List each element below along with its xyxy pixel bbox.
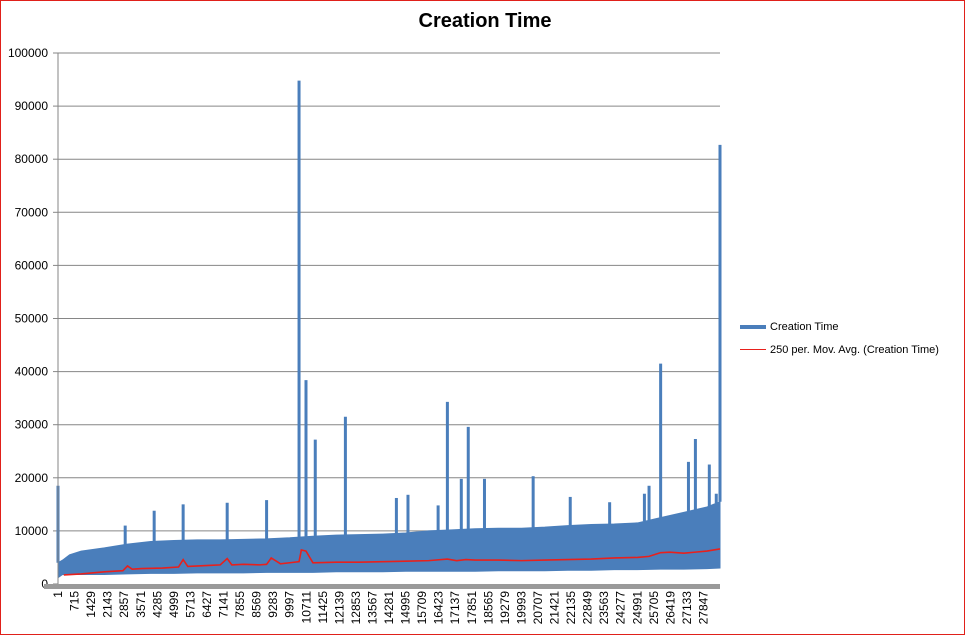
x-tick-label-1429: 1429 [84, 591, 98, 618]
x-tick-label-15709: 15709 [415, 591, 429, 625]
y-tick-label-30000: 30000 [15, 418, 49, 432]
y-tick-label-80000: 80000 [15, 152, 49, 166]
legend-item-creation-time: Creation Time [740, 315, 939, 338]
legend-swatch-blue [740, 324, 766, 329]
x-tick-label-12853: 12853 [349, 591, 363, 625]
gridlines [53, 52, 720, 585]
x-tick-label-4285: 4285 [150, 591, 164, 618]
x-tick-label-9283: 9283 [266, 591, 280, 618]
x-tick-label-715: 715 [68, 591, 82, 611]
x-tick-label-4999: 4999 [167, 591, 181, 618]
legend-label-moving-average: 250 per. Mov. Avg. (Creation Time) [770, 343, 939, 356]
creation-time-band [57, 500, 721, 579]
x-axis-bar [44, 584, 720, 589]
legend-label-creation-time: Creation Time [770, 320, 839, 333]
x-tick-label-23563: 23563 [597, 591, 611, 625]
legend: Creation Time 250 per. Mov. Avg. (Creati… [740, 315, 939, 361]
x-tick-label-22849: 22849 [581, 591, 595, 625]
x-tick-label-27133: 27133 [680, 591, 694, 625]
x-tick-label-21421: 21421 [548, 591, 562, 625]
y-tick-label-70000: 70000 [15, 205, 49, 219]
x-tick-label-8569: 8569 [250, 591, 264, 618]
x-tick-label-7855: 7855 [233, 591, 247, 618]
moving-average-line [63, 548, 721, 576]
y-tick-label-40000: 40000 [15, 365, 49, 379]
y-tick-label-100000: 100000 [8, 46, 48, 60]
y-tick-label-10000: 10000 [15, 524, 49, 538]
x-tick-label-7141: 7141 [217, 591, 231, 618]
y-tick-label-50000: 50000 [15, 312, 49, 326]
x-tick-label-14281: 14281 [382, 591, 396, 625]
x-tick-label-26419: 26419 [663, 591, 677, 625]
y-axis-labels: 0100002000030000400005000060000700008000… [8, 46, 48, 591]
x-tick-label-20707: 20707 [531, 591, 545, 625]
x-tick-label-3571: 3571 [134, 591, 148, 618]
x-tick-label-25705: 25705 [647, 591, 661, 625]
y-tick-label-20000: 20000 [15, 471, 49, 485]
x-tick-label-16423: 16423 [432, 591, 446, 625]
x-tick-label-19279: 19279 [498, 591, 512, 625]
y-tick-label-60000: 60000 [15, 258, 49, 272]
moving-average-series [63, 548, 721, 576]
axes [44, 53, 720, 589]
x-tick-label-27847: 27847 [696, 591, 710, 625]
x-tick-label-2143: 2143 [101, 591, 115, 618]
x-tick-label-19993: 19993 [514, 591, 528, 625]
x-tick-label-13567: 13567 [365, 591, 379, 625]
x-tick-label-14995: 14995 [399, 591, 413, 625]
x-axis-labels: 1 715 1429 2143 2857 3571 4285 4999 5713 6427 7141… [51, 591, 710, 625]
x-tick-label-24991: 24991 [630, 591, 644, 625]
x-tick-label-17137: 17137 [448, 591, 462, 625]
chart-title: Creation Time [418, 10, 552, 32]
legend-swatch-red [740, 348, 766, 351]
y-tick-label-90000: 90000 [15, 99, 49, 113]
x-tick-label-5713: 5713 [183, 591, 197, 618]
x-tick-label-24277: 24277 [614, 591, 628, 625]
x-tick-label-2857: 2857 [117, 591, 131, 618]
x-tick-label-10711: 10711 [299, 591, 313, 624]
x-tick-label-12139: 12139 [332, 591, 346, 625]
x-tick-label-6427: 6427 [200, 591, 214, 618]
x-tick-label-22135: 22135 [564, 591, 578, 625]
creation-time-series [56, 80, 722, 579]
x-tick-label-17851: 17851 [465, 591, 479, 625]
x-tick-label-18565: 18565 [481, 591, 495, 625]
x-tick-label-11425: 11425 [316, 591, 330, 624]
x-tick-label-9997: 9997 [283, 591, 297, 618]
legend-item-moving-average: 250 per. Mov. Avg. (Creation Time) [740, 338, 939, 361]
x-tick-label-1: 1 [51, 591, 65, 598]
